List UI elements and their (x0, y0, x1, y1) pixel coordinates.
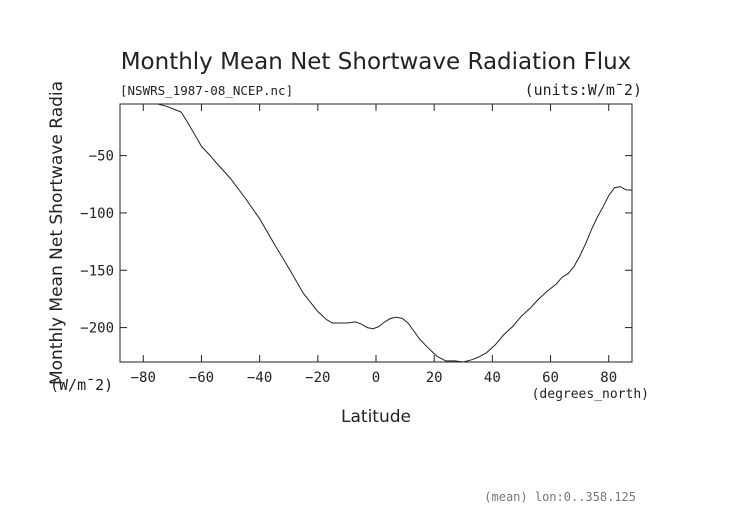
x-tick-label: 20 (426, 370, 443, 386)
series-line (152, 103, 632, 363)
y-axis: −50 −100 −150 −200 (80, 149, 632, 337)
chart-subtitle-left: [NSWRS_1987-08_NCEP.nc] (120, 83, 293, 98)
x-axis-units: (degrees_north) (532, 387, 649, 402)
x-tick-label: 80 (600, 370, 617, 386)
x-tick-label: −20 (305, 370, 330, 386)
x-axis: −80 −60 −40 −20 0 20 40 60 80 (131, 104, 617, 386)
plot-frame (119, 103, 633, 363)
y-tick-label: −150 (80, 263, 114, 279)
x-axis-label: Latitude (341, 407, 411, 427)
x-tick-label: 40 (484, 370, 501, 386)
y-tick-label: −50 (89, 149, 114, 165)
y-tick-label: −100 (80, 206, 114, 222)
x-tick-label: 60 (542, 370, 559, 386)
footnote: (mean) lon:0..358.125 (484, 490, 636, 504)
x-tick-label: 0 (372, 370, 380, 386)
y-tick-label: −200 (80, 321, 114, 337)
x-tick-label: −60 (189, 370, 214, 386)
chart-subtitle-right: (units:W/m¯2) (525, 81, 642, 99)
y-axis-units: (W/m¯2) (50, 376, 113, 394)
y-axis-label: Monthly Mean Net Shortwave Radia (47, 81, 67, 385)
x-tick-label: −80 (131, 370, 156, 386)
chart-title: Monthly Mean Net Shortwave Radiation Flu… (121, 49, 632, 75)
x-tick-label: −40 (247, 370, 272, 386)
